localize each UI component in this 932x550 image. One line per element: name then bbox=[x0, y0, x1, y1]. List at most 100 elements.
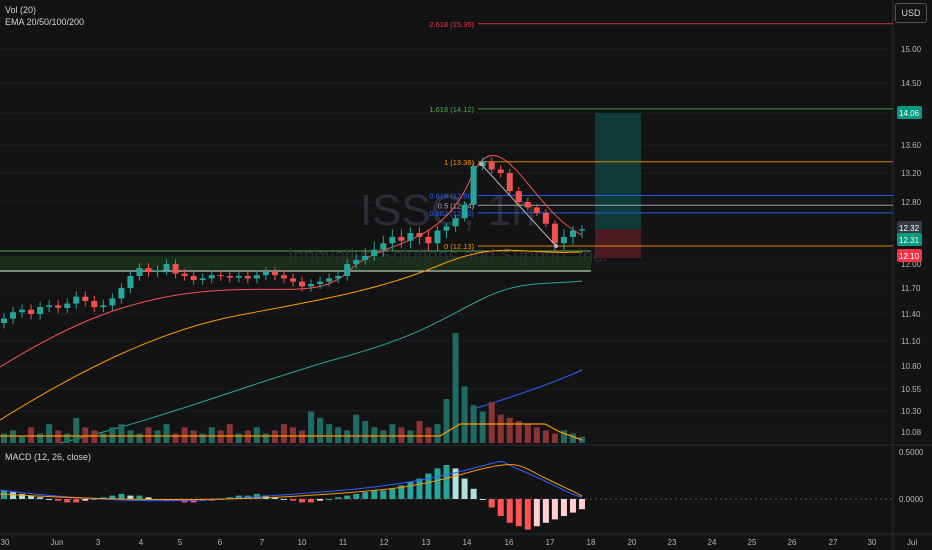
fibonacci-extension[interactable]: 2.618 (15.35) 1.618 (14.12) 1 (13.36) 0.618… bbox=[429, 20, 893, 251]
price-axis[interactable]: 15.00 14.50 14.06 13.60 13.20 12.80 12.32 12.31… bbox=[897, 45, 924, 504]
macd-hist-59 bbox=[533, 499, 540, 527]
macd-hist-46 bbox=[416, 478, 423, 499]
time-axis[interactable]: 30 Jun 3 4 5 6 7 10 11 12 13 14 16 17 18 20 23 24 25 26 27 30… bbox=[1, 538, 918, 547]
candle-body-24 bbox=[217, 275, 224, 277]
candle-body-31 bbox=[280, 275, 287, 279]
candle-body-42 bbox=[380, 243, 387, 250]
candlesticks bbox=[1, 157, 585, 329]
macd-hist-30 bbox=[271, 497, 278, 499]
price-label-0: 14.06 bbox=[899, 109, 920, 118]
macd-hist-4 bbox=[37, 497, 44, 499]
candle-body-21 bbox=[190, 276, 197, 280]
macd-hist-48 bbox=[434, 468, 441, 499]
volume-bar-45 bbox=[407, 430, 414, 443]
fib-label-1: 1.618 (14.12) bbox=[429, 105, 474, 114]
candle-body-55 bbox=[497, 169, 504, 173]
macd-hist-57 bbox=[515, 499, 522, 527]
candle-body-52 bbox=[470, 166, 477, 205]
volume-bar-18 bbox=[163, 424, 170, 443]
macd-legend[interactable]: MACD (12, 26, close) bbox=[5, 452, 92, 462]
macd-hist-54 bbox=[488, 499, 495, 508]
macd-hist-47 bbox=[425, 473, 432, 499]
macd-hist-34 bbox=[308, 499, 315, 503]
currency-button[interactable]: USD bbox=[895, 3, 927, 23]
volume-bar-47 bbox=[425, 427, 432, 443]
volume-bar-19 bbox=[172, 433, 179, 443]
macd-hist-0 bbox=[1, 490, 7, 499]
candle-body-16 bbox=[145, 268, 152, 272]
legend: Vol (20) EMA 20/50/100/200 bbox=[5, 4, 84, 28]
time-tick-13: 17 bbox=[546, 538, 555, 547]
volume-bar-42 bbox=[380, 430, 387, 443]
macd-hist-36 bbox=[326, 499, 333, 500]
volume-bar-11 bbox=[100, 433, 107, 443]
macd-hist-53 bbox=[479, 499, 486, 500]
candle-body-48 bbox=[434, 230, 441, 244]
candle-body-1 bbox=[10, 312, 17, 319]
time-tick-3: 4 bbox=[139, 538, 144, 547]
trend-line[interactable] bbox=[479, 162, 558, 248]
volume-bar-54 bbox=[488, 402, 495, 443]
macd-hist-40 bbox=[362, 492, 369, 499]
volume-bar-3 bbox=[28, 427, 35, 443]
candle-body-57 bbox=[515, 191, 522, 202]
candle-body-7 bbox=[64, 303, 71, 308]
macd-hist-42 bbox=[380, 490, 387, 499]
candle-body-60 bbox=[542, 212, 549, 224]
price-tick-14: 10.55 bbox=[901, 385, 922, 394]
volume-bar-24 bbox=[217, 430, 224, 443]
candle-body-17 bbox=[154, 270, 161, 272]
price-label-2: 12.31 bbox=[899, 236, 920, 245]
price-label-1: 12.32 bbox=[899, 224, 920, 233]
volume-bar-17 bbox=[154, 430, 161, 443]
candle-body-8 bbox=[73, 296, 80, 304]
candle-body-37 bbox=[335, 276, 342, 279]
macd-hist-52 bbox=[470, 488, 477, 499]
candle-body-54 bbox=[488, 161, 495, 170]
macd-hist-3 bbox=[28, 495, 35, 499]
macd-hist-49 bbox=[443, 465, 450, 499]
candle-body-27 bbox=[244, 276, 251, 279]
price-label-bg-0 bbox=[897, 106, 922, 119]
volume-bar-12 bbox=[109, 427, 116, 443]
macd-hist-8 bbox=[73, 499, 80, 503]
volume-bar-20 bbox=[181, 427, 188, 443]
volume-bar-8 bbox=[73, 417, 80, 443]
macd-hist-7 bbox=[64, 499, 71, 503]
volume-bar-60 bbox=[542, 430, 549, 443]
time-tick-18: 25 bbox=[748, 538, 757, 547]
macd-hist-15 bbox=[136, 495, 143, 499]
ema-100-line bbox=[59, 280, 583, 444]
volume-bar-23 bbox=[208, 427, 215, 443]
candle-body-22 bbox=[199, 278, 206, 280]
macd-hist-39 bbox=[353, 493, 360, 499]
price-tick-1: 14.50 bbox=[901, 79, 922, 88]
time-tick-10: 13 bbox=[422, 538, 431, 547]
macd-hist-61 bbox=[551, 499, 558, 520]
macd-hist-1 bbox=[10, 492, 17, 499]
volume-bar-56 bbox=[506, 417, 513, 443]
macd-hist-32 bbox=[290, 499, 296, 501]
price-tick-11: 11.40 bbox=[901, 310, 921, 319]
macd-hist-6 bbox=[55, 499, 62, 501]
time-tick-9: 12 bbox=[380, 538, 389, 547]
time-tick-4: 5 bbox=[178, 538, 183, 547]
candle-body-19 bbox=[172, 264, 179, 274]
time-tick-2: 3 bbox=[96, 538, 101, 547]
long-position-tool[interactable] bbox=[595, 113, 641, 258]
volume-bar-35 bbox=[317, 417, 324, 443]
volume-bar-51 bbox=[461, 386, 468, 443]
legend-ema[interactable]: EMA 20/50/100/200 bbox=[5, 17, 85, 27]
volume-bar-39 bbox=[353, 414, 360, 443]
candle-body-3 bbox=[28, 309, 35, 314]
candle-body-28 bbox=[253, 275, 260, 279]
time-tick-16: 23 bbox=[668, 538, 677, 547]
volume-bar-29 bbox=[262, 433, 269, 443]
macd-hist-5 bbox=[46, 499, 53, 500]
fib-label-0: 2.618 (15.35) bbox=[429, 20, 474, 29]
macd-hist-63 bbox=[569, 499, 576, 513]
legend-vol[interactable]: Vol (20) bbox=[5, 5, 37, 15]
volume-bar-41 bbox=[371, 427, 378, 443]
macd-signal-line bbox=[0, 464, 583, 501]
